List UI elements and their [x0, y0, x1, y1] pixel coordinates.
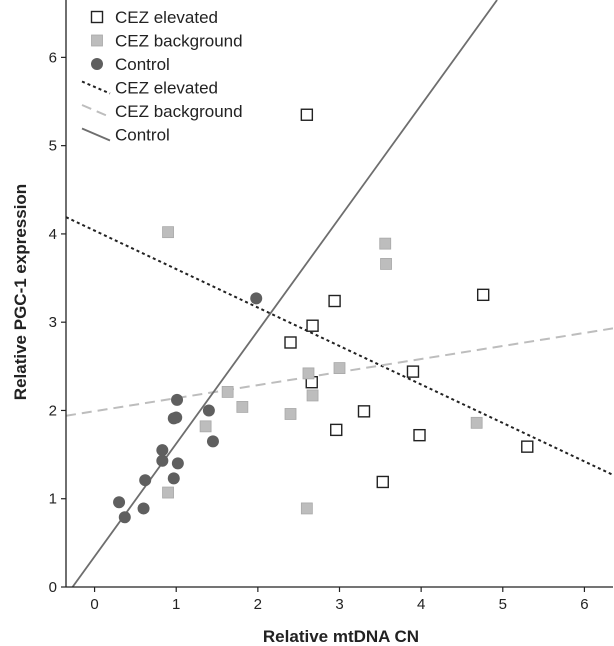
legend-label: CEZ background — [115, 32, 243, 51]
data-point-series-0 — [413, 428, 426, 442]
data-point-series-2 — [171, 393, 184, 406]
legend-label: CEZ elevated — [115, 79, 218, 98]
x-tick-label: 3 — [335, 596, 343, 613]
data-point-series-2 — [137, 502, 150, 515]
legend-line — [81, 80, 111, 95]
x-tick-label: 2 — [254, 596, 262, 613]
data-point-series-2 — [118, 511, 131, 524]
data-point-series-0 — [284, 336, 297, 349]
data-point-series-1 — [306, 389, 319, 402]
data-point-series-0 — [306, 319, 319, 332]
legend-label: Control — [115, 126, 170, 145]
y-tick-label: 3 — [49, 314, 57, 331]
legend-line — [81, 104, 111, 118]
x-tick-label: 5 — [499, 596, 507, 613]
data-point-series-0 — [330, 423, 343, 437]
legend-label: CEZ elevated — [115, 8, 218, 27]
y-tick-label: 5 — [49, 138, 57, 155]
y-tick-label: 0 — [49, 579, 57, 596]
data-point-series-1 — [162, 226, 174, 239]
legend-marker — [90, 10, 104, 24]
data-point-series-2 — [206, 435, 219, 448]
legend-marker — [91, 58, 103, 70]
data-points — [113, 108, 534, 524]
data-point-series-0 — [357, 405, 371, 418]
y-tick-label: 1 — [49, 491, 57, 508]
data-point-series-1 — [199, 420, 212, 433]
fit-line-2 — [71, 0, 498, 587]
x-tick-label: 4 — [417, 596, 425, 613]
data-point-series-2 — [202, 404, 215, 417]
legend-label: CEZ background — [115, 102, 243, 121]
data-point-series-2 — [113, 496, 126, 509]
y-axis-title: Relative PGC-1 expression — [11, 184, 30, 400]
data-point-series-0 — [328, 294, 341, 308]
x-tick-label: 0 — [90, 596, 98, 613]
data-point-series-1 — [284, 408, 297, 420]
legend-line — [81, 127, 111, 142]
data-point-series-0 — [406, 365, 420, 378]
data-point-series-0 — [376, 475, 389, 489]
data-point-series-2 — [156, 444, 169, 457]
axes: 0 1 2 3 4 5 6 0 1 2 3 4 5 6 — [49, 0, 613, 613]
legend-marker — [91, 34, 103, 47]
y-tick-label: 2 — [49, 402, 57, 419]
data-point-series-2 — [170, 411, 183, 424]
x-axis-title: Relative mtDNA CN — [263, 627, 419, 646]
data-point-series-1 — [236, 401, 249, 413]
data-point-series-1 — [470, 416, 483, 429]
data-point-series-1 — [162, 486, 174, 499]
y-tick-label: 6 — [49, 49, 57, 66]
data-point-series-1 — [333, 362, 346, 374]
data-point-series-1 — [302, 367, 315, 380]
data-point-series-0 — [300, 108, 314, 121]
data-point-series-1 — [221, 386, 234, 398]
x-tick-label: 1 — [172, 596, 180, 613]
y-tick-label: 4 — [49, 226, 57, 243]
data-point-series-1 — [300, 502, 313, 515]
data-point-series-1 — [379, 237, 392, 250]
data-point-series-0 — [476, 288, 490, 302]
data-point-series-2 — [156, 454, 169, 467]
fit-line-0 — [66, 216, 613, 476]
x-tick-label: 6 — [580, 596, 588, 613]
data-point-series-0 — [521, 440, 534, 453]
data-point-series-2 — [167, 472, 180, 485]
legend-label: Control — [115, 55, 170, 74]
data-point-series-2 — [139, 474, 152, 487]
legend: CEZ elevated CEZ background Control CEZ ele… — [81, 8, 243, 145]
data-point-series-2 — [171, 457, 184, 470]
data-point-series-1 — [380, 258, 392, 270]
data-point-series-2 — [250, 292, 263, 305]
